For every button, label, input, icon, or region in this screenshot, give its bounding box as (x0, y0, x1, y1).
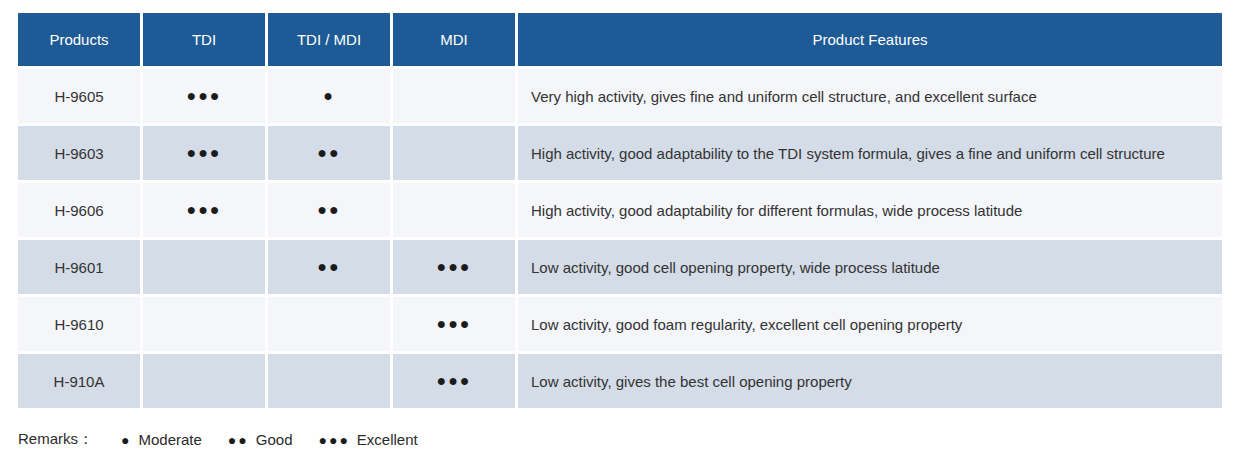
cell-product-features: Very high activity, gives fine and unifo… (518, 69, 1222, 123)
cell-product-features: High activity, good adaptability for dif… (518, 183, 1222, 237)
tdi-mdi-rating-dots: ●● (317, 202, 340, 218)
legend-item-good: ●● Good (228, 431, 293, 448)
moderate-dots-icon: ● (121, 433, 131, 447)
legend-item-moderate: ● Moderate (121, 431, 202, 448)
cell-product-features: Low activity, good foam regularity, exce… (518, 297, 1222, 351)
tdi-rating-dots: ●●● (187, 145, 222, 161)
cell-product-features: Low activity, gives the best cell openin… (518, 354, 1222, 408)
tdi-rating-dots: ●●● (187, 202, 222, 218)
tdi-mdi-rating-dots: ●● (317, 259, 340, 275)
tdi-rating-dots: ●●● (187, 88, 222, 104)
tdi-mdi-rating-dots: ● (323, 88, 335, 104)
remarks-legend: Remarks： ● Moderate ●● Good ●●● Excellen… (18, 430, 418, 449)
legend-label-good: Good (256, 431, 293, 448)
legend-label-moderate: Moderate (138, 431, 201, 448)
mdi-rating-dots: ●●● (437, 373, 472, 389)
cell-product-name: H-9610 (18, 297, 140, 351)
column-header-product-features: Product Features (518, 13, 1222, 66)
cell-product-features: High activity, good adaptability to the … (518, 126, 1222, 180)
cell-product-name: H-9605 (18, 69, 140, 123)
cell-product-name: H-9606 (18, 183, 140, 237)
excellent-dots-icon: ●●● (318, 433, 349, 447)
cell-product-name: H-9601 (18, 240, 140, 294)
mdi-rating-dots: ●●● (437, 316, 472, 332)
remarks-label: Remarks： (18, 430, 93, 449)
product-comparison-table: Products TDI TDI / MDI MDI Product Featu… (18, 13, 1222, 408)
mdi-rating-dots: ●●● (437, 259, 472, 275)
good-dots-icon: ●● (228, 433, 249, 447)
cell-product-features: Low activity, good cell opening property… (518, 240, 1222, 294)
column-header-tdi-mdi: TDI / MDI (268, 13, 390, 66)
column-header-mdi: MDI (393, 13, 515, 66)
column-header-products: Products (18, 13, 140, 66)
cell-product-name: H-9603 (18, 126, 140, 180)
legend-item-excellent: ●●● Excellent (318, 431, 417, 448)
legend-label-excellent: Excellent (357, 431, 418, 448)
cell-product-name: H-910A (18, 354, 140, 408)
tdi-mdi-rating-dots: ●● (317, 145, 340, 161)
page: Products TDI TDI / MDI MDI Product Featu… (0, 0, 1236, 459)
column-header-tdi: TDI (143, 13, 265, 66)
